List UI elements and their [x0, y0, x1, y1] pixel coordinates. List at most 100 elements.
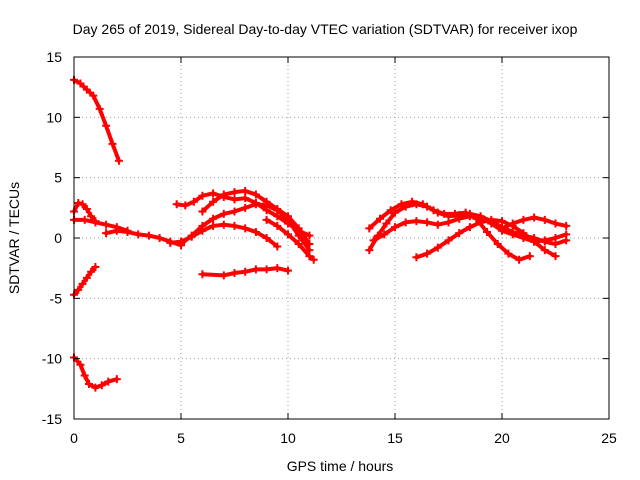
data-point	[551, 240, 560, 249]
data-point	[102, 229, 111, 238]
data-point	[429, 206, 438, 215]
data-point	[365, 246, 374, 255]
data-point	[273, 264, 282, 273]
series-trace	[414, 217, 558, 260]
y-tick-label: 15	[46, 49, 62, 65]
data-point	[401, 218, 410, 227]
data-point	[82, 205, 91, 214]
data-point	[112, 226, 121, 235]
data-point	[508, 227, 517, 236]
data-point	[294, 231, 303, 240]
data-point	[74, 199, 83, 208]
data-point	[284, 266, 292, 275]
y-tick-label: -5	[50, 290, 63, 306]
data-point	[273, 206, 282, 215]
data-point	[369, 236, 378, 245]
data-point	[540, 215, 549, 224]
data-point	[408, 197, 417, 206]
data-point	[284, 230, 292, 239]
data-point	[82, 85, 91, 94]
x-tick-label: 15	[387, 430, 403, 446]
data-point	[262, 234, 271, 242]
series-track-6	[70, 353, 121, 392]
data-point	[91, 218, 100, 227]
data-point	[423, 249, 432, 258]
data-point	[294, 240, 303, 249]
data-point	[76, 360, 85, 369]
data-point	[230, 195, 239, 204]
data-point	[241, 224, 250, 233]
series-track-1	[70, 75, 123, 165]
data-point	[551, 219, 560, 228]
series-trace	[174, 191, 312, 238]
data-point	[166, 238, 175, 247]
data-point	[89, 91, 98, 100]
data-point	[251, 227, 260, 236]
data-point	[181, 201, 190, 210]
data-point	[391, 223, 399, 232]
data-point	[562, 236, 571, 245]
data-point	[95, 104, 104, 113]
data-point	[273, 221, 282, 230]
data-point	[444, 218, 453, 227]
data-point	[102, 121, 111, 130]
data-point	[551, 252, 560, 261]
data-point	[102, 220, 111, 229]
data-point	[198, 226, 207, 235]
data-point	[155, 234, 164, 242]
data-point	[487, 217, 496, 226]
data-point	[230, 188, 239, 197]
series-track-14	[365, 197, 534, 264]
data-point	[91, 262, 100, 271]
data-point	[198, 207, 207, 216]
data-point	[198, 270, 207, 279]
data-point	[172, 200, 181, 209]
data-point	[97, 381, 106, 390]
data-point	[123, 227, 132, 236]
data-point	[540, 237, 549, 246]
data-point	[209, 189, 218, 198]
y-tick-label: 10	[46, 109, 62, 125]
x-axis-label: GPS time / hours	[287, 458, 394, 474]
data-point	[465, 223, 474, 232]
y-tick-label: 0	[54, 230, 62, 246]
data-point	[540, 246, 549, 255]
data-point	[515, 255, 524, 264]
data-point	[262, 201, 271, 210]
data-point	[241, 194, 250, 203]
data-point	[114, 156, 123, 165]
data-point	[262, 215, 271, 224]
data-point	[530, 213, 539, 222]
data-point	[444, 236, 453, 245]
data-point	[219, 190, 228, 199]
data-point	[382, 219, 391, 228]
data-point	[87, 267, 96, 276]
data-point	[108, 139, 117, 148]
data-point	[365, 224, 374, 233]
data-point	[219, 209, 228, 218]
data-point	[209, 214, 218, 223]
y-axis-label: SDTVAR / TECUs	[6, 182, 22, 294]
y-tick-label: -10	[42, 351, 62, 367]
data-point	[412, 217, 421, 226]
x-tick-label: 0	[70, 430, 78, 446]
data-point	[455, 214, 464, 223]
data-point	[498, 223, 506, 232]
data-point	[134, 230, 143, 239]
data-point	[251, 200, 260, 209]
series-trace	[72, 77, 121, 163]
data-point	[241, 186, 250, 195]
data-point	[80, 371, 89, 380]
series-trace	[367, 199, 532, 262]
data-layer	[70, 75, 571, 392]
data-point	[241, 203, 250, 212]
data-point	[76, 79, 85, 88]
data-point	[519, 231, 528, 240]
y-tick-label: 5	[54, 170, 62, 186]
data-point	[273, 242, 282, 251]
chart-title: Day 265 of 2019, Sidereal Day-to-day VTE…	[73, 21, 578, 37]
data-point	[530, 234, 539, 242]
data-point	[144, 231, 153, 240]
series-track-12	[262, 215, 318, 264]
